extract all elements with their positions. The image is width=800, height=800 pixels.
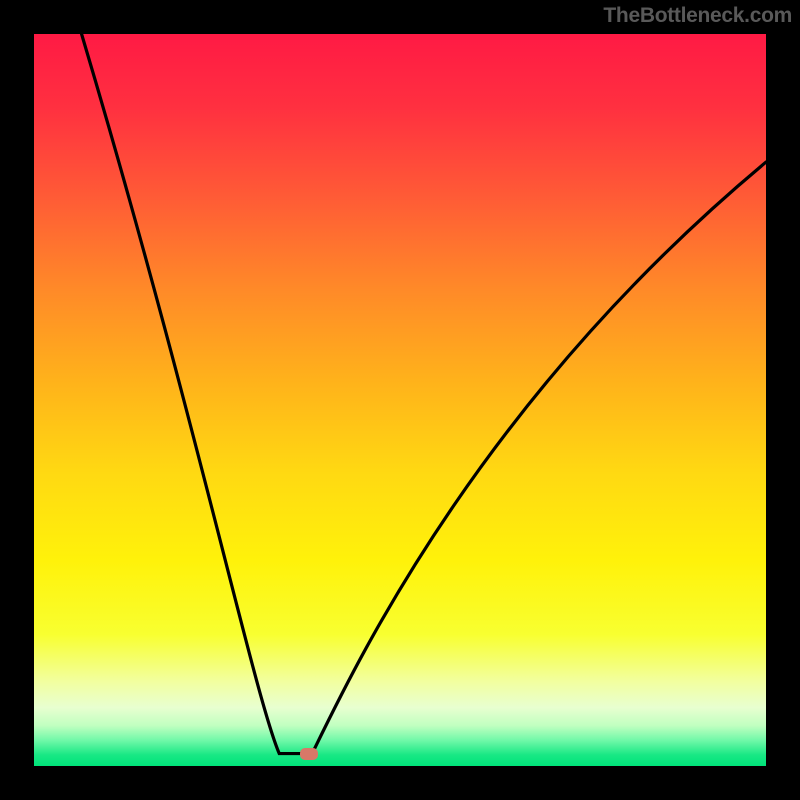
bottleneck-curve: [34, 34, 766, 766]
watermark-text: TheBottleneck.com: [603, 4, 792, 28]
chart-container: TheBottleneck.com: [0, 0, 800, 800]
plot-area: [34, 34, 766, 766]
optimum-marker: [300, 748, 318, 760]
